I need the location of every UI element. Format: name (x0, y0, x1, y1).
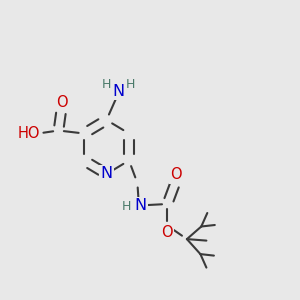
Text: H: H (102, 77, 111, 91)
Text: N: N (100, 167, 112, 182)
Text: HO: HO (17, 126, 40, 141)
Text: N: N (112, 84, 124, 99)
Text: O: O (170, 167, 182, 182)
Text: N: N (134, 198, 146, 213)
Text: O: O (162, 225, 173, 240)
Text: H: H (126, 77, 135, 91)
Text: O: O (56, 95, 67, 110)
Text: H: H (122, 200, 131, 214)
